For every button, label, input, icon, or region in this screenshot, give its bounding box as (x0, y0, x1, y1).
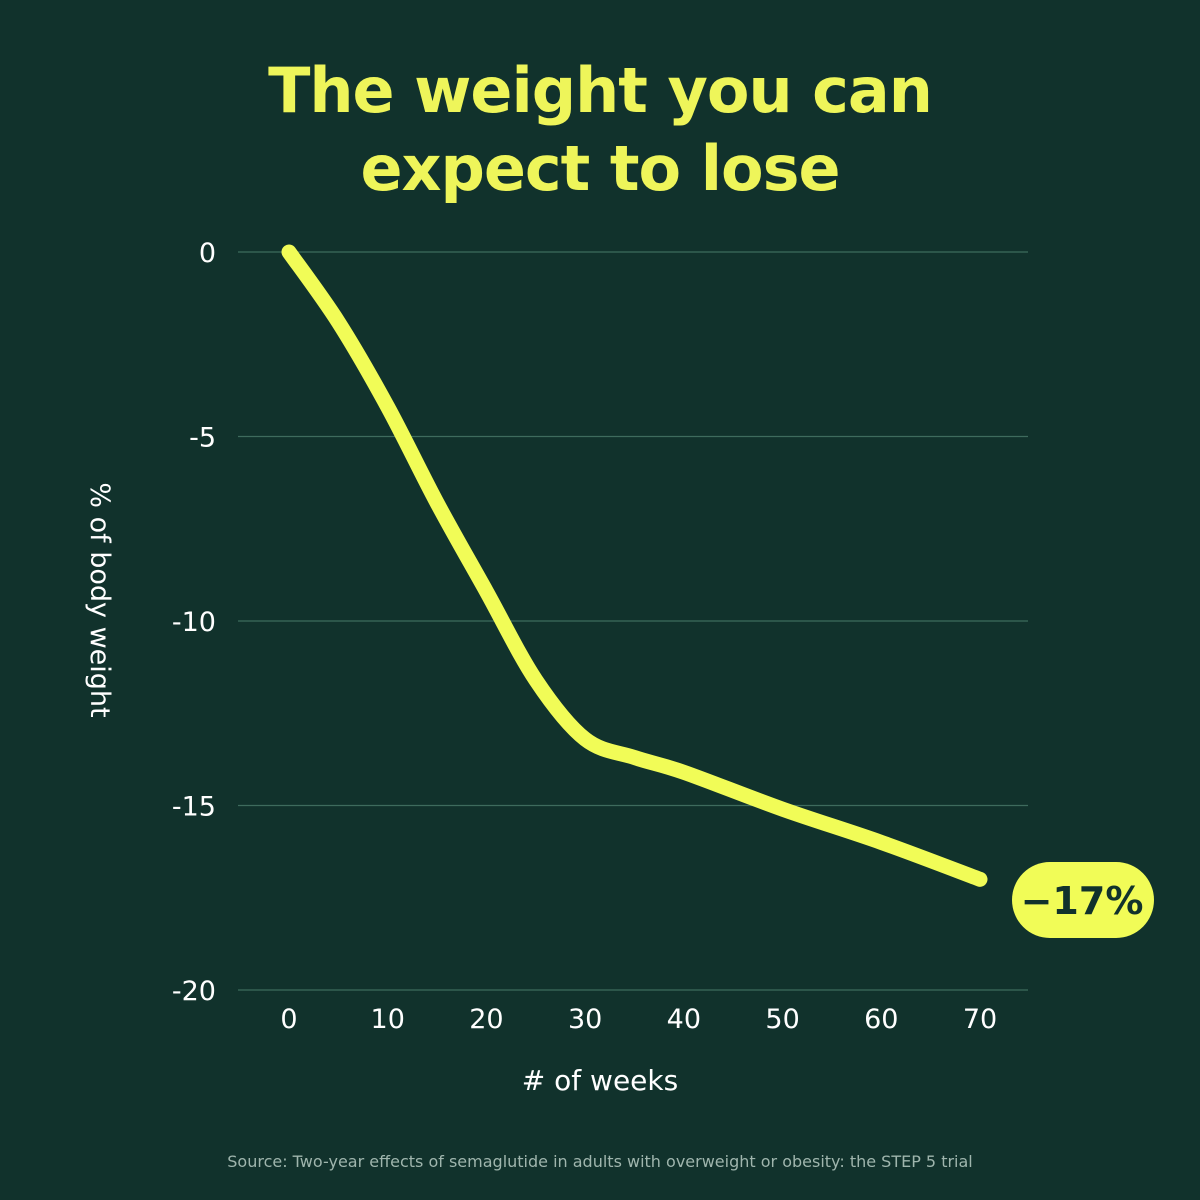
chart-title-line-1: The weight you can (268, 54, 933, 127)
gridlines (238, 251, 1028, 991)
y-tick-label: -15 (172, 792, 216, 823)
y-tick-label: -10 (172, 607, 216, 638)
source-note: Source: Two-year effects of semaglutide … (227, 1152, 973, 1171)
x-axis-label: # of weeks (522, 1064, 678, 1097)
y-axis-label: % of body weight (84, 482, 115, 717)
chart-title-line-2: expect to lose (360, 132, 840, 205)
x-tick-label: 40 (667, 1004, 701, 1035)
x-tick-label: 20 (469, 1004, 503, 1035)
x-tick-label: 60 (864, 1004, 898, 1035)
x-tick-label: 10 (371, 1004, 405, 1035)
callout-badge (1012, 862, 1154, 938)
y-tick-label: -20 (172, 976, 216, 1007)
chart-title: The weight you can expect to lose (0, 52, 1200, 208)
x-axis-ticks: 0 10 20 30 40 50 60 70 (280, 1004, 997, 1035)
x-tick-label: 30 (568, 1004, 602, 1035)
y-tick-label: -5 (189, 423, 216, 454)
x-tick-label: 50 (765, 1004, 799, 1035)
x-tick-label: 0 (280, 1004, 297, 1035)
y-tick-label: 0 (199, 238, 216, 269)
callout-label: −17% (1021, 879, 1144, 923)
end-value-callout: −17% (1012, 862, 1154, 938)
series-line (281, 244, 988, 887)
y-axis-ticks: 0 -5 -10 -15 -20 (172, 238, 216, 1007)
x-tick-label: 70 (963, 1004, 997, 1035)
